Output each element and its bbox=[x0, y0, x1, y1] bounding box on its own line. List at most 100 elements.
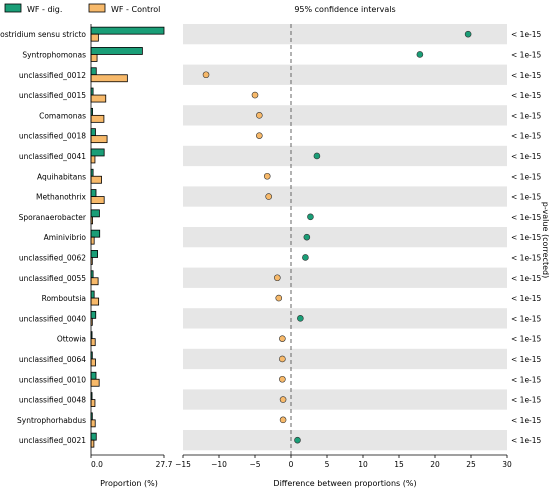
pvalue-label: < 1e-15 bbox=[511, 71, 542, 80]
diff-point bbox=[279, 335, 286, 342]
right-tick-label: −10 bbox=[211, 460, 227, 469]
diff-point bbox=[279, 355, 286, 363]
taxon-label: unclassified_0062 bbox=[19, 253, 86, 262]
diff-point bbox=[256, 132, 263, 139]
right-axis-label: Difference between proportions (%) bbox=[273, 479, 416, 488]
bar-control bbox=[90, 114, 105, 123]
taxon-label: Sporanaerobacter bbox=[19, 213, 87, 222]
row-band bbox=[183, 186, 507, 207]
pvalue-label: < 1e-15 bbox=[511, 152, 542, 161]
bar-control bbox=[90, 338, 96, 347]
taxon-label: unclassified_0048 bbox=[19, 396, 86, 405]
taxon-label: Romboutsia bbox=[42, 294, 86, 303]
taxon-label: unclassified_0064 bbox=[19, 355, 86, 364]
pvalue-label: < 1e-15 bbox=[511, 30, 542, 39]
bar-dig bbox=[90, 229, 101, 238]
bar-control bbox=[90, 196, 105, 204]
taxon-label: unclassified_0041 bbox=[19, 152, 86, 161]
pvalue-column: < 1e-15 < 1e-15 < 1e-15 < 1e-15 < 1e-15 < 1e-… bbox=[511, 30, 542, 445]
pvalue-label: < 1e-15 bbox=[511, 91, 542, 100]
bar-control bbox=[90, 378, 100, 387]
taxon-label: Ottowia bbox=[57, 335, 86, 344]
diff-point bbox=[256, 112, 263, 119]
row-band bbox=[183, 227, 507, 248]
bar-dig bbox=[90, 189, 97, 197]
pvalue-label: < 1e-15 bbox=[511, 172, 542, 181]
taxon-label: unclassified_0018 bbox=[19, 132, 86, 141]
diff-point bbox=[279, 375, 286, 383]
diff-point bbox=[265, 193, 272, 200]
legend-label-control: WF - Control bbox=[111, 5, 160, 14]
bar-dig bbox=[90, 371, 97, 380]
bar-dig bbox=[90, 432, 97, 441]
bar-dig bbox=[90, 128, 96, 137]
right-tick-label: 5 bbox=[325, 460, 330, 469]
pvalue-label: < 1e-15 bbox=[511, 111, 542, 120]
bar-control bbox=[90, 358, 96, 367]
pvalue-label: < 1e-15 bbox=[511, 396, 542, 405]
taxon-label: Comamonas bbox=[39, 111, 86, 120]
row-band bbox=[183, 145, 507, 167]
bar-control bbox=[90, 175, 102, 184]
bar-control bbox=[90, 135, 108, 144]
diff-point bbox=[274, 274, 281, 282]
diff-point bbox=[279, 396, 287, 403]
taxon-label: Syntrophorhabdus bbox=[17, 416, 86, 425]
bar-control bbox=[90, 236, 95, 245]
pvalue-label: < 1e-15 bbox=[511, 416, 542, 425]
bar-control bbox=[90, 54, 98, 62]
bar-control bbox=[90, 297, 100, 306]
row-band bbox=[183, 308, 507, 329]
bar-control bbox=[90, 277, 99, 286]
row-band bbox=[183, 430, 507, 451]
taxon-label: Clostridium sensu stricto bbox=[0, 30, 86, 39]
bar-control bbox=[90, 399, 96, 407]
right-tick-label: 25 bbox=[466, 460, 476, 469]
row-band bbox=[183, 64, 507, 85]
row-band bbox=[183, 389, 507, 410]
right-tick-label: 20 bbox=[430, 460, 440, 469]
taxon-label: unclassified_0012 bbox=[19, 71, 86, 80]
diff-point bbox=[303, 233, 311, 241]
bar-dig bbox=[90, 26, 165, 35]
bar-dig bbox=[90, 67, 97, 76]
bar-dig bbox=[90, 290, 95, 299]
taxon-label: unclassified_0040 bbox=[19, 314, 86, 323]
bar-dig bbox=[90, 209, 100, 218]
bar-dig bbox=[90, 310, 97, 319]
row-band bbox=[183, 24, 507, 45]
right-tick-label: 10 bbox=[358, 460, 368, 469]
taxon-label: unclassified_0015 bbox=[19, 91, 86, 100]
taxon-label: Aquihabitans bbox=[37, 172, 86, 181]
taxon-label: unclassified_0010 bbox=[19, 375, 86, 384]
legend-label-dig: WF - dig. bbox=[27, 5, 62, 14]
pvalue-label: < 1e-15 bbox=[511, 314, 542, 323]
bar-dig bbox=[90, 47, 143, 55]
bar-control bbox=[90, 419, 96, 428]
left-panel: Clostridium sensu stricto Syntrophomonas u… bbox=[0, 24, 173, 469]
bar-dig bbox=[90, 250, 98, 258]
right-tick-label: −5 bbox=[249, 460, 260, 469]
pvalue-label: < 1e-15 bbox=[511, 294, 542, 303]
pvalue-label: < 1e-15 bbox=[511, 375, 542, 384]
row-band bbox=[183, 105, 507, 126]
row-band bbox=[183, 267, 507, 288]
bar-control bbox=[90, 439, 95, 448]
diff-point bbox=[263, 172, 271, 180]
bar-control bbox=[90, 74, 128, 83]
diff-point bbox=[464, 30, 472, 38]
diff-point bbox=[302, 254, 309, 261]
pvalue-label: < 1e-15 bbox=[511, 132, 542, 141]
diff-point bbox=[294, 436, 301, 444]
pvalue-label: < 1e-15 bbox=[511, 436, 542, 445]
pvalue-axis-label: p-value (corrected) bbox=[541, 202, 550, 278]
bar-dig bbox=[90, 148, 105, 157]
left-tick-label: 0.0 bbox=[91, 460, 103, 469]
taxon-label: Methanothrix bbox=[36, 193, 87, 202]
pvalue-label: < 1e-15 bbox=[511, 274, 542, 283]
pvalue-label: < 1e-15 bbox=[511, 253, 542, 262]
bar-control bbox=[90, 155, 96, 164]
bar-control bbox=[90, 33, 99, 42]
diff-point bbox=[279, 416, 287, 424]
